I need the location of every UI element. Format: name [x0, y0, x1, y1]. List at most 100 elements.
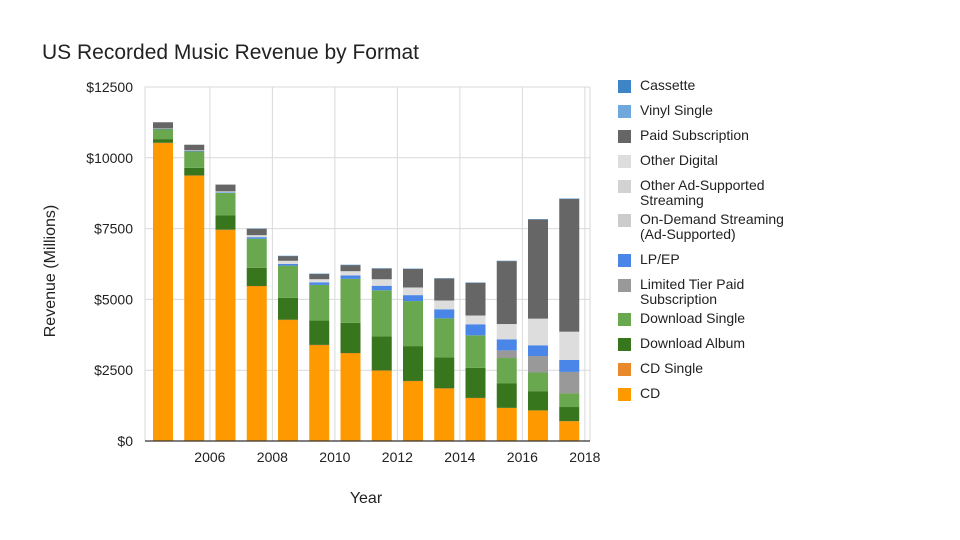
- bar-segment: [434, 278, 455, 301]
- bar-segment: [153, 139, 173, 143]
- bar-segment: [465, 367, 486, 398]
- legend-item: Cassette: [618, 78, 948, 93]
- legend-swatch: [618, 214, 631, 227]
- legend-item: Download Album: [618, 336, 948, 351]
- bar-segment: [559, 393, 580, 408]
- bar-segment: [215, 192, 236, 216]
- bar-segment: [528, 345, 548, 357]
- x-tick-label: 2014: [444, 449, 475, 465]
- legend: Cassette Vinyl Single Paid Subscription Oth…: [618, 78, 948, 401]
- bar-segment: [371, 285, 392, 291]
- bar-segment: [434, 309, 455, 319]
- bar-segment: [340, 278, 361, 323]
- bar-segment: [278, 297, 298, 320]
- y-tick-label: $5000: [94, 291, 133, 307]
- bar-segment: [465, 315, 486, 325]
- bar-segment: [153, 128, 173, 129]
- bar-segment: [184, 175, 205, 441]
- bar-segment: [465, 397, 486, 441]
- bar-segment: [559, 198, 580, 199]
- bar-segment: [340, 353, 361, 441]
- legend-label: Download Album: [640, 335, 746, 351]
- bar-segment: [528, 356, 548, 373]
- bar-segment: [559, 421, 580, 441]
- bar-segment: [340, 264, 361, 272]
- legend-item: Download Single: [618, 311, 948, 326]
- bar-segment: [403, 295, 423, 302]
- bar-segment: [340, 271, 361, 276]
- legend-item: Limited Tier Paid Subscription: [618, 277, 948, 307]
- legend-label: Other Ad-Supported Streaming: [640, 177, 765, 208]
- bar-segment: [465, 282, 486, 316]
- bar-segment: [496, 260, 517, 262]
- bar-segment: [434, 278, 455, 279]
- legend-item: Paid Subscription: [618, 128, 948, 143]
- legend-swatch: [618, 155, 631, 168]
- bar-segment: [246, 286, 267, 287]
- bar-segment: [246, 267, 267, 287]
- bar-segment: [496, 260, 517, 325]
- bar-segment: [246, 235, 267, 238]
- bar-segment: [403, 268, 423, 270]
- bar-segment: [465, 282, 486, 283]
- bar-segment: [434, 318, 455, 358]
- bar-segment: [278, 319, 298, 321]
- bar-segment: [153, 128, 173, 140]
- bar-segment: [434, 357, 455, 389]
- bar-segment: [309, 282, 330, 285]
- bar-segment: [559, 198, 580, 332]
- bar-segment: [184, 150, 205, 151]
- bar-segment: [278, 319, 298, 441]
- bar-segment: [559, 371, 580, 394]
- bar-segment: [403, 287, 423, 296]
- bars: [153, 122, 580, 441]
- bar-segment: [246, 237, 267, 239]
- bar-segment: [434, 388, 455, 389]
- bar-segment: [528, 372, 548, 392]
- bar-segment: [559, 360, 580, 372]
- bar-segment: [434, 388, 455, 441]
- bar-segment: [215, 192, 236, 193]
- bar-segment: [528, 410, 548, 441]
- legend-label: Paid Subscription: [640, 127, 749, 143]
- legend-item: Other Digital: [618, 153, 948, 168]
- bar-segment: [403, 268, 423, 288]
- legend-label: LP/EP: [640, 251, 680, 267]
- bar-segment: [496, 358, 517, 384]
- bar-segment: [309, 344, 330, 441]
- legend-label: Limited Tier Paid Subscription: [640, 276, 745, 307]
- bar-segment: [184, 144, 205, 151]
- bar-segment: [153, 128, 173, 130]
- bar-segment: [340, 275, 361, 279]
- bar-segment: [434, 300, 455, 310]
- bar-segment: [340, 264, 361, 266]
- bar-segment: [278, 265, 298, 298]
- bar-segment: [403, 301, 423, 347]
- bar-segment: [278, 260, 298, 264]
- bar-segment: [215, 215, 236, 230]
- bar-segment: [465, 397, 486, 399]
- bar-segment: [371, 336, 392, 371]
- bar-segment: [246, 228, 267, 229]
- bar-segment: [403, 380, 423, 441]
- x-tick-label: 2006: [194, 449, 225, 465]
- bar-segment: [528, 219, 548, 319]
- x-tick-label: 2016: [507, 449, 538, 465]
- legend-swatch: [618, 254, 631, 267]
- x-tick-label: 2010: [319, 449, 350, 465]
- legend-swatch: [618, 130, 631, 143]
- x-tick-label: 2018: [569, 449, 600, 465]
- legend-label: Download Single: [640, 310, 746, 326]
- bar-segment: [153, 143, 173, 441]
- legend-swatch: [618, 338, 631, 351]
- x-tick-label: 2008: [257, 449, 288, 465]
- legend-item: Vinyl Single: [618, 103, 948, 118]
- bar-segment: [309, 344, 330, 346]
- bar-segment: [371, 268, 392, 280]
- bar-segment: [215, 229, 236, 231]
- bar-segment: [215, 191, 236, 193]
- bar-segment: [278, 263, 298, 266]
- bar-segment: [371, 268, 392, 269]
- bar-segment: [371, 290, 392, 337]
- y-tick-label: $0: [117, 433, 133, 449]
